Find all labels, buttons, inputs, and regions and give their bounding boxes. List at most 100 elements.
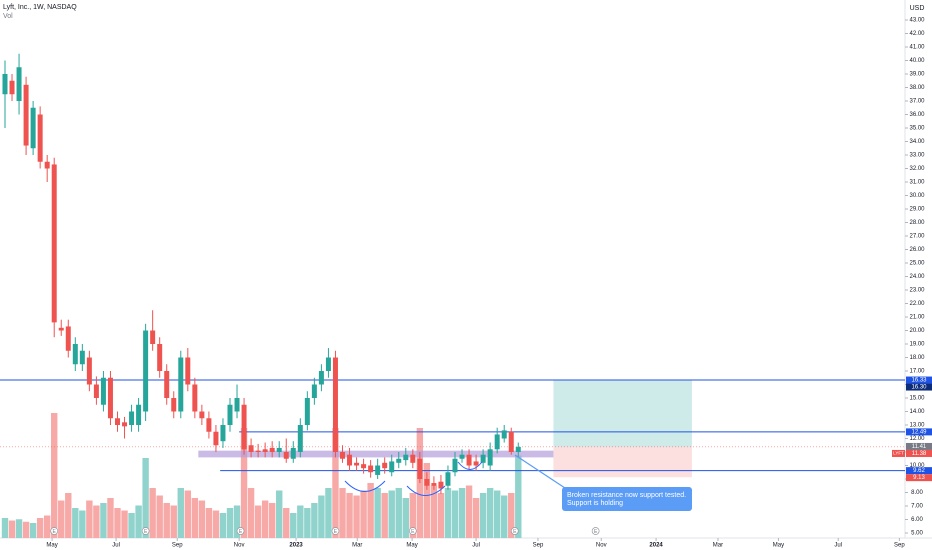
- candle-body: [480, 454, 486, 463]
- x-tick-label: Sep: [894, 543, 905, 549]
- volume-bar: [142, 458, 149, 538]
- volume-bar: [29, 523, 37, 538]
- volume-bar: [465, 485, 473, 538]
- candle-body: [143, 330, 149, 412]
- price-tag-label: 16.33: [911, 378, 927, 384]
- volume-bar: [114, 508, 121, 538]
- price-tag-label: 12.49: [911, 429, 927, 435]
- event-marker: [510, 527, 519, 535]
- y-tick-label: 13.00: [909, 423, 925, 429]
- x-tick-label: Nov: [234, 543, 245, 549]
- candle-body: [255, 450, 261, 452]
- arc: [344, 480, 386, 492]
- x-tick-label: Jul: [112, 543, 120, 549]
- x-tick-label: Mar: [352, 543, 362, 549]
- candle-body: [459, 454, 465, 459]
- volume-bar: [36, 518, 44, 538]
- y-tick-label: 17.00: [909, 369, 925, 375]
- volume-bar: [163, 503, 170, 538]
- volume-bar: [437, 493, 445, 538]
- y-tick-label: 34.00: [909, 139, 925, 145]
- y-tick-label: 10.00: [909, 463, 925, 469]
- candle-body: [318, 371, 324, 385]
- volume-bar: [15, 519, 23, 538]
- candle-body: [206, 418, 212, 432]
- y-tick-label: 23.00: [909, 288, 925, 294]
- y-tick-label: 22.00: [909, 301, 925, 307]
- volume-bar: [374, 488, 381, 538]
- x-tick-label: Mar: [713, 543, 723, 549]
- x-tick-label: Jul: [472, 543, 480, 549]
- callout-pointer: [514, 454, 569, 491]
- x-tick-label: May: [46, 543, 57, 549]
- volume-bar: [423, 463, 431, 538]
- volume-bar: [254, 505, 262, 538]
- candle-body: [283, 452, 289, 459]
- volume-bar: [100, 503, 107, 538]
- event-marker: [236, 527, 245, 535]
- candle-body: [508, 431, 514, 452]
- candle-body: [431, 483, 437, 486]
- candle-body: [382, 462, 388, 469]
- target-zone: [553, 380, 692, 447]
- x-tick-label: 2023: [289, 543, 303, 549]
- y-tick-label: 43.00: [909, 18, 925, 24]
- event-marker: [141, 527, 150, 535]
- volume-bar: [1, 518, 9, 538]
- y-tick-label: 38.00: [909, 85, 925, 91]
- candle-body: [86, 357, 92, 385]
- volume-bar: [198, 500, 206, 538]
- candle-body: [304, 398, 310, 425]
- volume-bar: [177, 488, 184, 538]
- volume-bar: [444, 488, 452, 538]
- candle-body: [79, 350, 85, 365]
- candle-body: [100, 377, 106, 405]
- candle-body: [23, 84, 29, 146]
- volume-bar: [121, 510, 128, 538]
- y-tick-label: 36.00: [909, 112, 925, 118]
- volume-bar: [508, 493, 515, 538]
- volume-bar: [43, 515, 51, 538]
- candle-body: [269, 447, 275, 452]
- event-marker: [50, 527, 59, 535]
- y-tick-label: 26.00: [909, 247, 925, 253]
- volume-bar: [409, 493, 417, 538]
- y-tick-label: 18.00: [909, 355, 925, 361]
- candle-body: [44, 161, 50, 169]
- y-tick-label: 12.00: [909, 436, 925, 442]
- volume-bar: [283, 508, 290, 538]
- candle-body: [136, 404, 142, 425]
- x-tick-label: Sep: [172, 543, 183, 549]
- y-tick-label: 42.00: [909, 31, 925, 37]
- volume-bar: [51, 413, 58, 538]
- volume-bar: [65, 493, 72, 538]
- callout-box: [562, 487, 692, 511]
- candle-body: [396, 458, 402, 463]
- candle-body: [297, 425, 303, 452]
- volume-bar: [268, 503, 276, 538]
- candle-body: [375, 465, 381, 475]
- candle-body: [185, 357, 191, 385]
- candle-body: [466, 454, 472, 466]
- candle-body: [171, 398, 177, 412]
- y-tick-label: 30.00: [909, 193, 925, 199]
- volume-bar: [276, 490, 283, 538]
- candle-body: [487, 449, 493, 466]
- volume-bar: [205, 508, 213, 538]
- event-marker: [591, 527, 600, 535]
- volume-bar: [451, 490, 459, 538]
- y-tick-label: 41.00: [909, 45, 925, 51]
- volume-bar: [311, 503, 318, 538]
- volume-bar: [149, 488, 156, 538]
- candle-body: [347, 454, 353, 466]
- candle-body: [452, 458, 458, 473]
- event-marker: [408, 527, 417, 535]
- volume-bar: [381, 493, 388, 538]
- arc: [457, 461, 483, 470]
- y-tick-label: 15.00: [909, 396, 925, 402]
- volume-bar: [86, 500, 93, 538]
- volume-bar: [170, 505, 177, 538]
- candle-body: [157, 344, 163, 371]
- candle-body: [164, 371, 170, 398]
